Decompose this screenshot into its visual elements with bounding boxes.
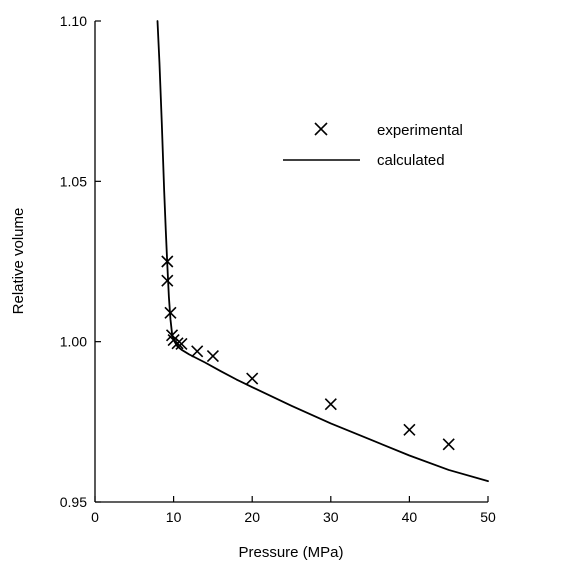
- data-point-experimental: [161, 255, 174, 268]
- x-tick-label: 10: [166, 509, 182, 525]
- legend-label-experimental: experimental: [377, 122, 463, 139]
- legend-marker-experimental: [314, 122, 328, 136]
- data-point-experimental: [171, 337, 184, 350]
- y-axis-label: Relative volume: [10, 208, 27, 315]
- series-line-calculated: [156, 20, 489, 483]
- x-axis-label: Pressure (MPa): [238, 544, 343, 561]
- x-ticks: 0 10 20 30 40 50: [91, 496, 496, 525]
- y-tick-label: 1.10: [60, 13, 87, 29]
- data-point-experimental: [161, 274, 174, 287]
- x-tick-label: 40: [402, 509, 418, 525]
- data-point-experimental: [246, 372, 259, 385]
- legend: experimental calculated: [283, 122, 463, 169]
- x-tick-label: 30: [323, 509, 339, 525]
- x-tick-label: 0: [91, 509, 99, 525]
- data-point-experimental: [206, 350, 219, 363]
- x-tick-label: 20: [244, 509, 260, 525]
- plot-area: [94, 21, 488, 503]
- data-point-experimental: [324, 398, 337, 411]
- data-point-experimental: [442, 438, 455, 451]
- series-layer: [156, 20, 489, 483]
- y-tick-label: 1.05: [60, 173, 87, 189]
- data-point-experimental: [164, 306, 177, 319]
- y-ticks: 0.95 1.00 1.05 1.10: [60, 13, 101, 510]
- markers-layer: [161, 255, 455, 451]
- data-point-experimental: [191, 345, 204, 358]
- data-point-experimental: [403, 423, 416, 436]
- x-tick-label: 50: [480, 509, 496, 525]
- y-tick-label: 0.95: [60, 494, 87, 510]
- data-point-experimental: [175, 337, 188, 350]
- y-tick-label: 1.00: [60, 334, 87, 350]
- legend-label-calculated: calculated: [377, 152, 445, 169]
